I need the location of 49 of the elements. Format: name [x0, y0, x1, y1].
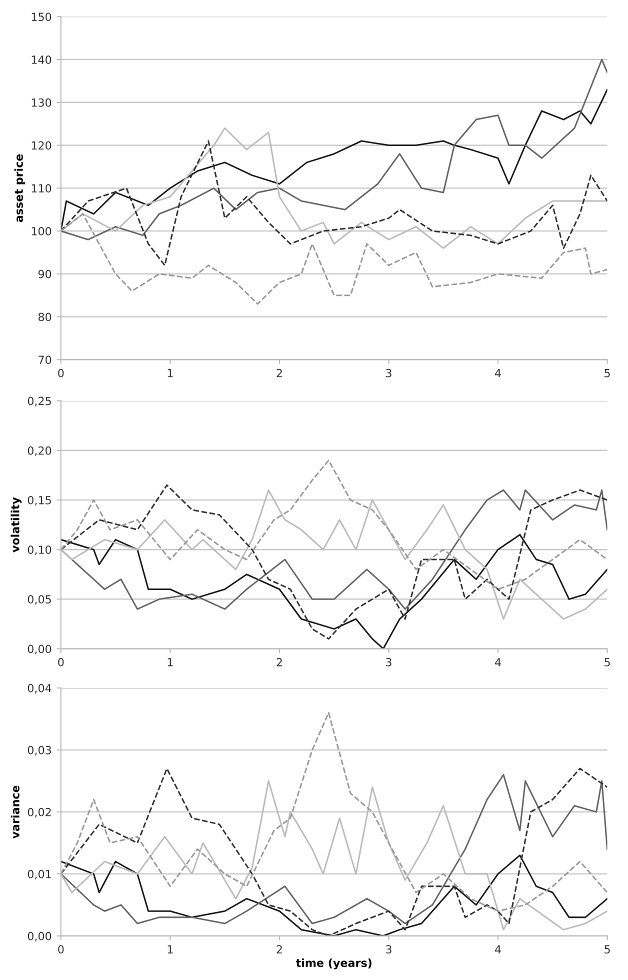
x-tick-label: 1 — [168, 658, 173, 666]
x-tick-label: 3 — [386, 945, 392, 954]
y-tick-label: 0,01 — [28, 870, 51, 880]
x-tick-label: 5 — [604, 658, 610, 666]
line-series — [60, 88, 608, 232]
line-series — [60, 140, 608, 266]
y-tick-label: 90 — [38, 270, 52, 278]
y-tick-label: 80 — [38, 312, 52, 322]
y-tick-label: 150 — [32, 12, 52, 22]
line-series — [60, 58, 608, 240]
x-tick-label: 0 — [58, 658, 64, 666]
y-tick-label: 140 — [32, 56, 52, 64]
y-tick-label: 0,00 — [28, 644, 52, 654]
x-tick-label: 1 — [168, 945, 173, 954]
y-tick-label: 0,02 — [28, 808, 51, 818]
x-tick-label: 5 — [604, 945, 610, 954]
line-series — [60, 460, 608, 590]
line-series — [60, 213, 608, 305]
y-tick-label: 0,05 — [28, 595, 51, 605]
x-tick-label: 4 — [495, 945, 501, 954]
y-tick-label: 0,15 — [28, 496, 51, 506]
x-tick-label: 3 — [386, 368, 392, 378]
y-tick-label: 0,20 — [28, 446, 52, 456]
x-tick-label: 2 — [276, 945, 282, 954]
y-tick-label: 0,00 — [28, 932, 52, 942]
x-axis-title: time (years) — [296, 958, 372, 970]
x-tick-label: 4 — [495, 369, 501, 378]
x-tick-label: 0 — [58, 368, 64, 378]
line-series — [60, 484, 608, 640]
x-tick-label: 5 — [604, 369, 610, 378]
y-tick-label: 0,25 — [28, 396, 51, 406]
x-tick-label: 4 — [495, 658, 501, 666]
y-tick-label: 130 — [32, 98, 52, 107]
y-axis-title: variance — [10, 786, 20, 839]
y-tick-label: 0,04 — [28, 684, 52, 694]
y-tick-label: 0,10 — [28, 546, 52, 556]
y-tick-label: 110 — [32, 184, 52, 193]
y-axis-title: asset price — [14, 154, 26, 222]
y-tick-label: 0,03 — [28, 746, 51, 756]
x-tick-label: 3 — [386, 658, 392, 666]
x-tick-label: 1 — [168, 369, 173, 378]
line-series — [60, 712, 608, 912]
y-tick-label: 100 — [32, 227, 52, 236]
x-tick-label: 2 — [276, 658, 282, 666]
x-tick-label: 2 — [276, 368, 282, 378]
y-tick-label: 70 — [38, 356, 52, 364]
x-tick-label: 0 — [58, 945, 64, 954]
y-axis-title: volatility — [10, 497, 22, 552]
y-tick-label: 120 — [32, 141, 52, 150]
